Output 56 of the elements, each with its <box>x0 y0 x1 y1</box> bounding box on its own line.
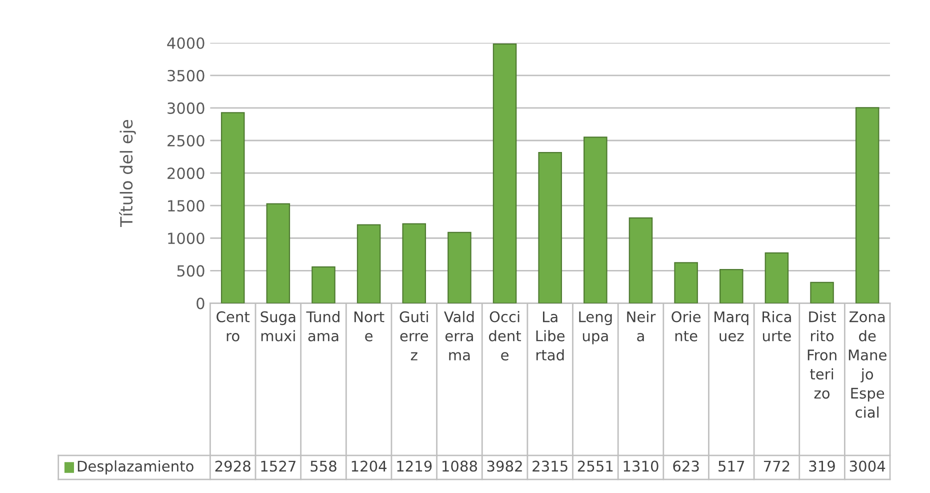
data-label: 3982 <box>487 460 522 472</box>
bar <box>492 44 517 304</box>
y-tick-label: 500 <box>177 265 204 277</box>
data-label: 1527 <box>261 460 296 472</box>
x-tick-label: Occidente <box>488 311 522 360</box>
bar <box>402 223 426 304</box>
data-label: 517 <box>718 460 744 472</box>
x-tick-label: Oriente <box>672 311 701 342</box>
y-tick-label: 4000 <box>167 37 204 49</box>
bar <box>764 252 789 304</box>
data-label: 2928 <box>215 460 250 472</box>
x-tick-label: Gutierrez <box>400 311 428 360</box>
bar <box>356 224 381 304</box>
y-tick-label: 2000 <box>168 168 204 180</box>
data-label: 1219 <box>397 460 432 472</box>
x-tick-label: Tundama <box>306 311 340 342</box>
data-label: 1088 <box>442 460 478 472</box>
data-label: 772 <box>764 460 790 472</box>
bar <box>538 152 562 304</box>
bar <box>810 282 834 304</box>
data-label: 319 <box>809 460 835 472</box>
data-label: 623 <box>673 460 699 472</box>
bar <box>266 203 290 304</box>
x-tick-label: Centro <box>216 311 250 342</box>
y-tick-label: 3500 <box>168 70 204 82</box>
y-axis-title: Título del eje <box>119 120 136 228</box>
y-tick-label: 1000 <box>168 232 204 244</box>
y-tick-label: 3000 <box>168 102 204 114</box>
x-tick-label: Lengupa <box>579 311 612 344</box>
y-tick-label: 1500 <box>168 200 204 212</box>
bar <box>584 136 608 304</box>
bar <box>674 262 698 304</box>
bar <box>855 107 880 304</box>
x-tick-label: Valderrama <box>444 311 474 360</box>
x-tick-label: Norte <box>354 311 384 342</box>
data-label: 558 <box>310 460 336 472</box>
x-tick-label: Zona de Manejo Especial <box>848 311 886 418</box>
bar <box>628 217 653 304</box>
data-label: 2551 <box>578 460 613 472</box>
bar <box>312 266 336 304</box>
y-tick-label: 0 <box>196 298 204 310</box>
data-label: 3004 <box>850 460 886 472</box>
x-tick-label: Ricaurte <box>762 311 791 342</box>
bar <box>220 112 245 304</box>
x-tick-label: Neira <box>627 311 656 342</box>
bar <box>720 268 744 304</box>
data-label: 2315 <box>532 460 568 472</box>
x-tick-label: Marquez <box>714 311 748 342</box>
data-label: 1204 <box>352 460 387 472</box>
data-label: 1310 <box>624 460 658 472</box>
x-tick-label: Sugamuxi <box>260 311 296 342</box>
legend-label: Desplazamiento <box>78 460 194 475</box>
bar <box>448 232 472 304</box>
x-tick-label: La Libertad <box>536 311 565 360</box>
x-tick-label: Distrito Fronterizo <box>808 311 836 399</box>
y-tick-label: 2500 <box>168 134 204 147</box>
